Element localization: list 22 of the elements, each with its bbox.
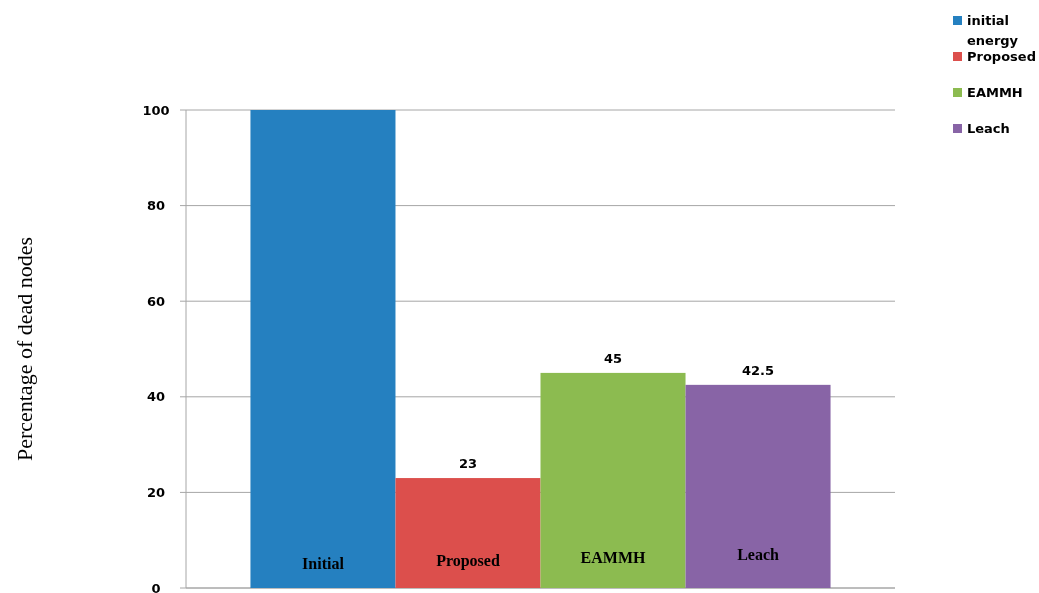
annotation: Initial	[302, 555, 345, 572]
y-tick-label: 40	[146, 389, 166, 405]
bar	[540, 372, 686, 588]
legend-label: EAMMH	[967, 85, 1023, 100]
y-tick-label: 100	[142, 102, 170, 118]
y-tick-label: 80	[146, 198, 166, 214]
y-tick-label: 0	[151, 580, 161, 593]
data-label: 23	[458, 456, 478, 472]
annotation: EAMMH	[580, 549, 646, 566]
y-tick-label: 60	[146, 293, 166, 309]
annotation: Leach	[737, 546, 780, 563]
legend-label: initial energy	[967, 13, 1019, 48]
legend-label: Leach	[967, 121, 1010, 136]
y-axis-title: Percentage of dead nodes	[12, 236, 37, 462]
bar	[685, 384, 831, 588]
data-label: 45	[603, 350, 623, 366]
annotation: Proposed	[436, 552, 500, 570]
bar	[250, 110, 396, 588]
data-label: 42.5	[742, 362, 775, 378]
bar	[395, 478, 541, 588]
y-tick-label: 20	[146, 484, 166, 500]
legend-label: Proposed	[967, 49, 1036, 64]
